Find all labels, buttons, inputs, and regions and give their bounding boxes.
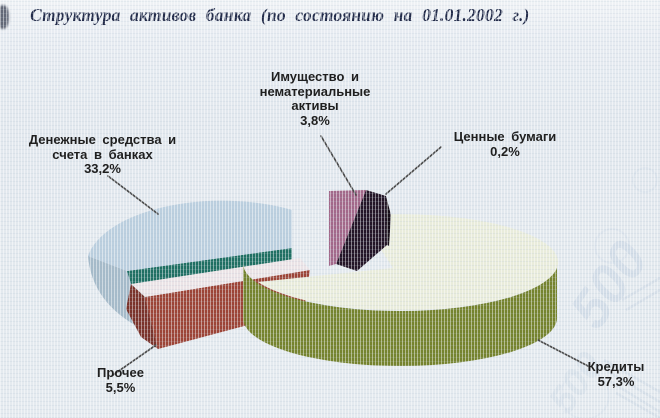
slice-other-side-face xyxy=(126,284,158,349)
label-property: Имущество и нематериальные активы 3,8% xyxy=(259,69,371,128)
leader-line-securities xyxy=(385,146,442,195)
slice-property-top-face xyxy=(329,190,366,266)
slice-credits xyxy=(243,214,559,366)
leader-line-cash xyxy=(107,175,159,215)
slice-securities-sliver xyxy=(386,196,391,246)
leader-line-property xyxy=(320,135,357,196)
slice-property xyxy=(329,190,391,271)
label-credits: Кредиты 57,3% xyxy=(587,359,645,389)
label-securities: Ценные бумаги 0,2% xyxy=(453,129,557,159)
watermark-500-large: 500 xyxy=(559,231,660,339)
slice-credits-side-band xyxy=(243,263,557,366)
slice-cash-top-face xyxy=(88,200,292,271)
slice-credits-top-face xyxy=(258,214,559,311)
label-other: Прочее 5,5% xyxy=(97,365,144,395)
leader-line-credits xyxy=(537,339,589,367)
label-cash: Денежные средства и счета в банках 33,2% xyxy=(28,132,177,177)
scan-smudge-artifact xyxy=(0,5,9,29)
watermark-flourishes xyxy=(560,167,658,418)
leader-line-other xyxy=(112,344,157,376)
slice-other-top-face xyxy=(131,258,310,297)
chart-title: Структура активов банка (по состоянию на… xyxy=(30,5,530,25)
slice-property-front-face xyxy=(336,190,387,271)
leader-lines xyxy=(107,135,589,376)
watermark-hatch-lines xyxy=(603,276,660,418)
